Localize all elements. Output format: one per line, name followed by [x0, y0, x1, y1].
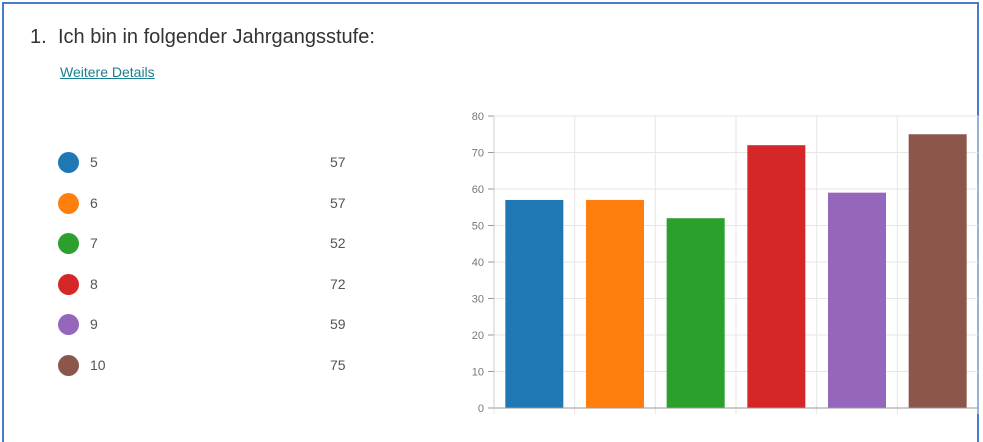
legend-swatch: [58, 192, 79, 214]
chart-axes: 0 10 20 30 40 50 60 70 80: [472, 111, 978, 415]
bar-6[interactable]: [586, 199, 644, 408]
legend-swatch: [58, 354, 79, 376]
legend-item: 5 57: [58, 150, 358, 191]
y-tick-label: 10: [472, 367, 484, 379]
y-tick-label: 40: [472, 257, 484, 269]
legend-item: 10 75: [58, 353, 358, 394]
legend-value: 72: [330, 275, 346, 292]
bar-10[interactable]: [908, 134, 967, 408]
y-tick-label: 50: [472, 221, 484, 233]
bar-7[interactable]: [666, 218, 725, 408]
bar-9[interactable]: [828, 192, 886, 408]
legend-item: 8 72: [58, 272, 358, 313]
legend-value: 57: [330, 154, 346, 170]
legend-label: 5: [90, 154, 98, 170]
legend-label: 6: [90, 194, 98, 211]
y-tick-label: 20: [472, 330, 484, 342]
legend-value: 52: [330, 235, 346, 251]
question-title: Ich bin in folgender Jahrgangsstufe:: [58, 26, 375, 48]
legend-swatch: [58, 233, 79, 254]
legend-label: 10: [90, 356, 106, 373]
y-tick-label: 70: [472, 148, 484, 160]
legend-label: 9: [90, 316, 98, 332]
legend-label: 8: [90, 275, 98, 292]
y-tick-label: 0: [478, 403, 484, 415]
legend-swatch: [58, 314, 79, 335]
legend-value: 75: [330, 356, 346, 373]
chart-legend: 5 57 6 57 7 52 8 72 9 59 10 75: [58, 150, 358, 393]
legend-label: 7: [90, 235, 98, 251]
bar-5[interactable]: [505, 199, 564, 408]
question-number: 1.: [30, 26, 47, 48]
chart-bars: [505, 134, 967, 408]
legend-swatch: [58, 273, 79, 295]
bar-8[interactable]: [747, 145, 806, 408]
legend-value: 57: [330, 194, 346, 211]
legend-item: 9 59: [58, 312, 358, 353]
y-tick-label: 60: [472, 184, 484, 196]
legend-value: 59: [330, 316, 346, 332]
legend-item: 7 52: [58, 231, 358, 272]
details-link[interactable]: Weitere Details: [60, 64, 155, 80]
y-tick-label: 30: [472, 294, 484, 306]
legend-item: 6 57: [58, 191, 358, 232]
chart-grid: [493, 115, 979, 414]
y-tick-label: 80: [472, 111, 484, 123]
bar-chart: 0 10 20 30 40 50 60 70 80: [472, 111, 979, 415]
legend-swatch: [58, 152, 79, 173]
